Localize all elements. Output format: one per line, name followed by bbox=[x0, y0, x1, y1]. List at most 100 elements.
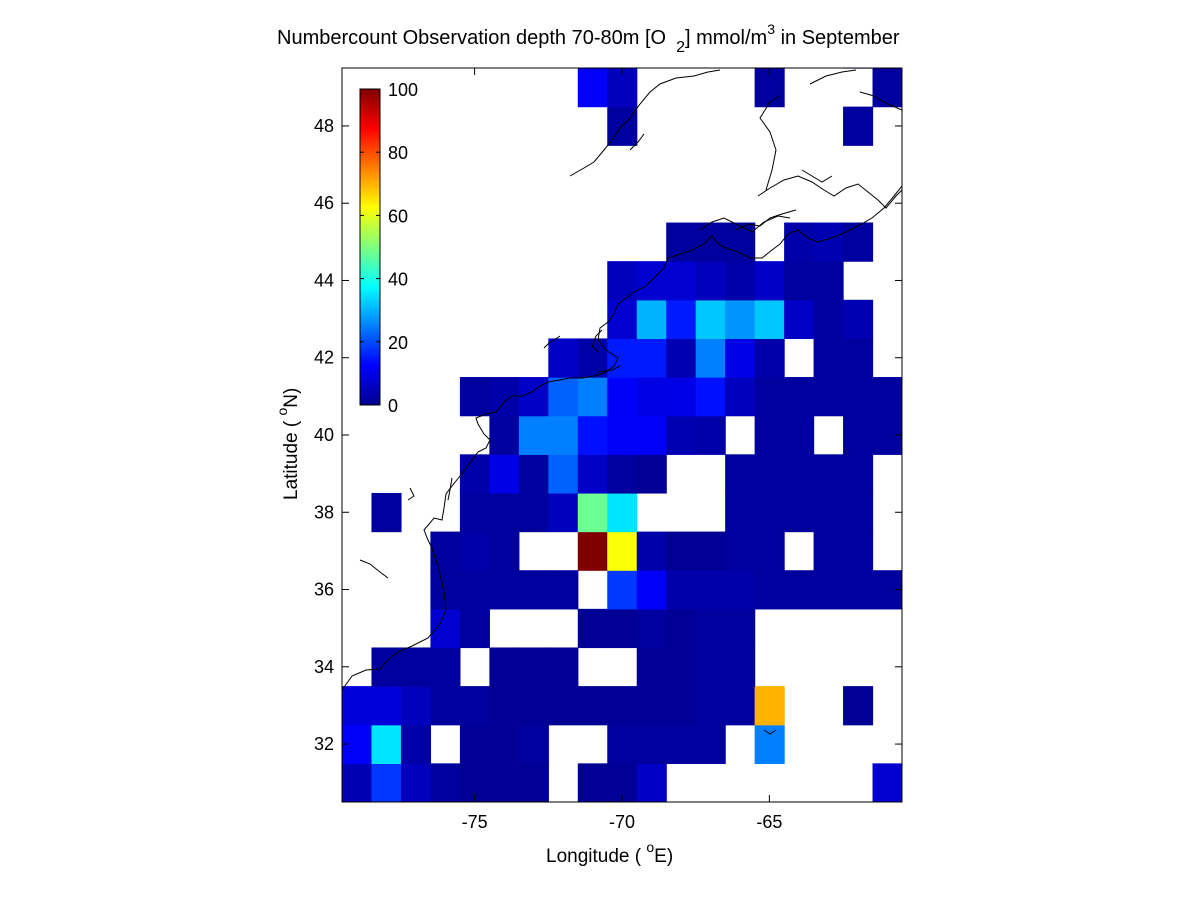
heatmap-cell bbox=[518, 570, 549, 610]
y-axis-label-superscript: o bbox=[274, 408, 290, 416]
heatmap-cell bbox=[607, 261, 638, 301]
heatmap-cell bbox=[548, 647, 579, 687]
heatmap-cell bbox=[577, 415, 608, 455]
heatmap-cell bbox=[725, 531, 756, 571]
heatmap-cell bbox=[872, 377, 902, 417]
heatmap-cell bbox=[636, 531, 667, 571]
heatmap-cell bbox=[636, 686, 667, 726]
heatmap-cell bbox=[577, 454, 608, 494]
heatmap-cell bbox=[666, 647, 697, 687]
chart-title: Numbercount Observation depth 70-80m [O 2… bbox=[277, 21, 900, 56]
heatmap-cell bbox=[843, 570, 874, 610]
x-axis-label-suffix: E) bbox=[654, 846, 673, 867]
heatmap-cell bbox=[813, 338, 844, 378]
heatmap-cell bbox=[754, 686, 785, 726]
heatmap-cell bbox=[400, 763, 432, 802]
heatmap-cell bbox=[843, 686, 874, 726]
heatmap-cell bbox=[725, 454, 756, 494]
heatmap-cell bbox=[548, 570, 579, 610]
heatmap-cell bbox=[843, 299, 874, 340]
heatmap-cell bbox=[459, 492, 490, 533]
heatmap-cell bbox=[342, 763, 373, 802]
heatmap-cell bbox=[725, 222, 756, 262]
heatmap-cell bbox=[636, 724, 667, 764]
colorbar-gradient bbox=[359, 88, 381, 406]
heatmap-cells bbox=[342, 68, 902, 802]
heatmap-cell bbox=[489, 686, 520, 726]
colorbar-tick-label: 60 bbox=[388, 206, 408, 226]
y-axis-label-prefix: Latitude ( bbox=[281, 416, 302, 501]
heatmap-cell bbox=[636, 415, 667, 455]
colorbar-tick-label: 40 bbox=[388, 270, 408, 290]
heatmap-cell bbox=[784, 570, 815, 610]
x-tick-label: -65 bbox=[756, 812, 782, 832]
y-tick-label: 40 bbox=[314, 425, 334, 445]
y-tick-label: 34 bbox=[314, 657, 334, 677]
heatmap-cell bbox=[577, 608, 608, 649]
heatmap-cell bbox=[636, 647, 667, 687]
heatmap-cell bbox=[666, 608, 697, 649]
heatmap-cell bbox=[754, 724, 785, 764]
heatmap-cell bbox=[666, 377, 697, 417]
heatmap-cell bbox=[695, 608, 726, 649]
heatmap-cell bbox=[371, 647, 402, 687]
heatmap-cell bbox=[725, 338, 756, 378]
heatmap-cell bbox=[430, 686, 461, 726]
colorbar: 0 20 40 60 80 100 bbox=[359, 80, 418, 416]
y-axis-label-suffix: N) bbox=[281, 388, 302, 408]
heatmap-cell bbox=[754, 531, 785, 571]
heatmap-cell bbox=[666, 415, 697, 455]
heatmap-cell bbox=[489, 570, 520, 610]
heatmap-cell bbox=[666, 531, 697, 571]
heatmap-cell bbox=[489, 454, 520, 494]
heatmap-cell bbox=[371, 763, 402, 802]
title-mid: ] mmol/m bbox=[685, 27, 767, 49]
heatmap-cell bbox=[430, 763, 461, 802]
heatmap-cell bbox=[666, 338, 697, 378]
heatmap-cell bbox=[725, 492, 756, 533]
heatmap-cell bbox=[695, 724, 726, 764]
heatmap-cell bbox=[754, 570, 785, 610]
heatmap-cell bbox=[607, 686, 638, 726]
heatmap-cell bbox=[666, 724, 697, 764]
heatmap-cell bbox=[607, 338, 638, 378]
heatmap-cell bbox=[813, 299, 844, 340]
heatmap-cell bbox=[607, 299, 638, 340]
heatmap-cell bbox=[607, 377, 638, 417]
heatmap-cell bbox=[784, 377, 815, 417]
heatmap-cell bbox=[371, 492, 402, 533]
heatmap-cell bbox=[725, 647, 756, 687]
heatmap-cell bbox=[843, 454, 874, 494]
heatmap-cell bbox=[489, 531, 520, 571]
heatmap-cell bbox=[459, 531, 490, 571]
heatmap-cell bbox=[813, 454, 844, 494]
heatmap-cell bbox=[636, 608, 667, 649]
heatmap-cell bbox=[695, 222, 726, 262]
heatmap-cell bbox=[489, 415, 520, 455]
heatmap-cell bbox=[459, 377, 490, 417]
heatmap-cell bbox=[607, 415, 638, 455]
y-tick-label: 44 bbox=[314, 270, 334, 290]
heatmap-cell bbox=[666, 222, 697, 262]
heatmap-cell bbox=[784, 492, 815, 533]
heatmap-cell bbox=[607, 492, 638, 533]
heatmap-cell bbox=[813, 531, 844, 571]
heatmap-cell bbox=[695, 377, 726, 417]
heatmap-cell bbox=[636, 570, 667, 610]
y-tick-label: 38 bbox=[314, 502, 334, 522]
heatmap-cell bbox=[784, 415, 815, 455]
heatmap-cell bbox=[577, 763, 608, 802]
heatmap-cell bbox=[518, 763, 549, 802]
heatmap-cell bbox=[695, 261, 726, 301]
heatmap-cell bbox=[754, 377, 785, 417]
title-prefix: Numbercount Observation depth 70-80m [O bbox=[277, 27, 666, 49]
heatmap-cell bbox=[695, 299, 726, 340]
heatmap-cell bbox=[607, 454, 638, 494]
heatmap-cell bbox=[459, 454, 490, 494]
heatmap-cell bbox=[518, 377, 549, 417]
heatmap-cell bbox=[459, 686, 490, 726]
heatmap-cell bbox=[577, 377, 608, 417]
heatmap-cell bbox=[548, 338, 579, 378]
heatmap-cell bbox=[577, 492, 608, 533]
